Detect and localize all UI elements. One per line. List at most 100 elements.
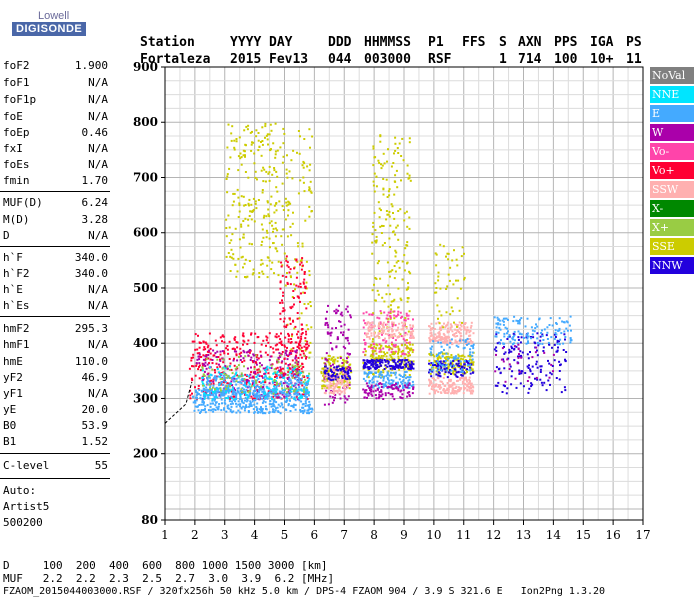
data-point-vo [290, 338, 293, 340]
data-point-vo [191, 365, 193, 368]
data-point-ssw [452, 381, 455, 384]
data-point-x [299, 364, 302, 367]
data-point-e [215, 401, 217, 404]
data-point-w [391, 395, 394, 398]
data-point-x [225, 374, 228, 376]
data-point-e [242, 402, 245, 405]
data-point-nnw [463, 372, 466, 375]
data-point-sse [387, 148, 389, 151]
data-point-vo [255, 362, 258, 364]
data-point-sse [328, 355, 331, 358]
data-point-nnw [334, 375, 337, 378]
data-point-e [263, 376, 266, 379]
data-point-ssw [449, 323, 452, 326]
data-point-w [212, 380, 215, 383]
data-point-e [276, 377, 279, 379]
data-point-ssw [396, 336, 399, 339]
data-point-ssw [340, 380, 343, 382]
data-point-ssw [323, 374, 326, 377]
data-point-e [507, 318, 509, 321]
header-day-value: Fev13 [269, 52, 309, 67]
data-point-nnw [327, 374, 330, 377]
data-point-ssw [464, 387, 467, 390]
data-point-vo [385, 317, 388, 320]
data-point-e [402, 385, 405, 388]
data-point-sse [323, 380, 326, 383]
data-point-ssw [446, 392, 449, 395]
data-point-w [517, 348, 520, 351]
header-ddd-value: 044 [328, 52, 352, 67]
data-point-x [236, 366, 238, 369]
data-point-e [497, 318, 500, 321]
data-point-sse [297, 192, 300, 195]
data-point-e [270, 395, 273, 398]
y-tick-label: 300 [133, 391, 158, 405]
data-point-ssw [464, 383, 467, 386]
data-point-nnw [399, 359, 402, 362]
data-point-sse [382, 193, 385, 196]
data-point-e [409, 384, 411, 386]
data-point-sse [275, 209, 278, 212]
data-point-e [449, 342, 452, 345]
data-point-sse [406, 262, 408, 265]
data-point-vo [280, 361, 283, 364]
header-row-2: Fortaleza 2015 Fev13 044 003000 RSF 1 714 100 10+… [140, 37, 642, 67]
data-point-ssw [370, 327, 373, 330]
trace-curve [164, 381, 193, 424]
data-point-w [326, 331, 329, 334]
data-point-w [377, 388, 379, 391]
data-point-sse [364, 353, 367, 356]
data-point-w [285, 354, 288, 356]
data-point-ssw [428, 337, 431, 339]
data-point-vo [304, 285, 307, 288]
data-point-sse [388, 215, 391, 218]
data-point-ssw [388, 335, 391, 338]
data-point-ssw [376, 334, 379, 337]
data-point-e [407, 379, 410, 382]
data-point-nne [305, 388, 308, 391]
data-point-nne [304, 388, 306, 391]
data-point-e [504, 317, 507, 320]
data-point-w [262, 386, 265, 388]
data-point-e [247, 411, 250, 414]
data-point-w [401, 393, 404, 396]
data-point-sse [264, 125, 267, 128]
data-point-e [371, 381, 374, 384]
data-point-ssw [332, 368, 335, 371]
data-point-vo [236, 367, 239, 370]
data-point-vo [305, 356, 308, 358]
data-point-sse [296, 271, 299, 274]
data-point-vo [246, 389, 249, 392]
data-point-x [219, 378, 222, 381]
param-mufd: MUF(D) 6.24 [3, 196, 108, 209]
data-point-e [460, 370, 463, 373]
data-point-nnw [558, 340, 560, 343]
data-point-ssw [450, 324, 453, 327]
data-point-e [215, 377, 218, 380]
data-point-e [364, 379, 367, 382]
legend-item-noval: NoVal [650, 67, 694, 84]
data-point-vo [211, 362, 214, 365]
data-point-e [239, 405, 241, 408]
data-point-e [515, 319, 518, 322]
data-point-nnw [335, 368, 338, 371]
data-point-nnw [530, 385, 533, 388]
data-point-sse [305, 281, 308, 284]
data-point-nnw [499, 371, 502, 374]
data-point-nnw [376, 359, 379, 362]
data-point-ssw [433, 328, 436, 330]
data-point-e [556, 342, 559, 345]
data-point-nnw [370, 363, 373, 366]
data-point-sse [390, 374, 393, 377]
data-point-vo [364, 322, 367, 325]
data-point-w [268, 359, 271, 362]
data-point-ssw [440, 326, 443, 329]
data-point-sse [232, 192, 235, 195]
data-point-e [280, 380, 283, 383]
data-point-ssw [328, 386, 330, 389]
data-point-sse [268, 179, 271, 182]
data-point-w [370, 390, 373, 393]
data-point-w [333, 310, 336, 313]
data-point-w [408, 393, 411, 396]
data-point-ssw [428, 340, 431, 343]
